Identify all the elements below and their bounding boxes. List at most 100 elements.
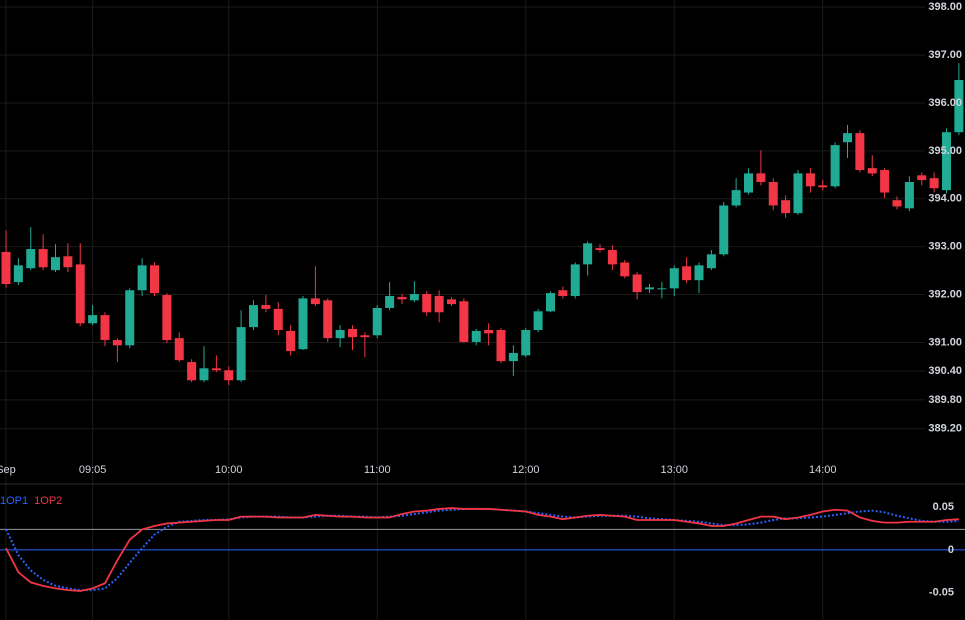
candle-body [620, 262, 630, 277]
candle-body [855, 133, 865, 171]
candle-body [385, 295, 395, 308]
candle-body [657, 288, 667, 290]
y-tick-label: 389.20 [928, 423, 962, 435]
candle-body [917, 175, 927, 181]
legend-entry: 1OP2 [34, 495, 62, 507]
y-tick-label: 392.00 [928, 288, 962, 300]
x-tick-label: 11:00 [364, 464, 391, 476]
candle-body [768, 182, 778, 206]
candle-body [546, 293, 555, 312]
x-tick-label: 13:00 [660, 464, 688, 476]
candle-body [38, 249, 48, 268]
candle-body [880, 170, 890, 193]
candle-body [533, 311, 543, 330]
candle-body [397, 296, 407, 300]
candle-body [496, 329, 506, 362]
candle-body [570, 264, 580, 296]
candle-body [892, 200, 902, 207]
candle-body [211, 368, 221, 371]
candle-body [360, 335, 370, 338]
candle-body [249, 305, 258, 328]
candle-body [942, 132, 951, 191]
x-tick-label: Sep [0, 464, 16, 476]
candle-body [298, 298, 308, 350]
y-tick-label: 391.00 [928, 336, 962, 348]
candle-body [348, 329, 357, 338]
candle-body [26, 249, 36, 269]
candle-body [459, 301, 469, 342]
candle-body [805, 173, 815, 187]
candle-body [63, 256, 73, 268]
x-tick-label: 12:00 [512, 464, 540, 476]
candle-body [508, 352, 518, 362]
candle-body [187, 362, 197, 381]
candle-body [781, 200, 791, 214]
candle-body [261, 305, 271, 309]
candle-body [1, 251, 11, 285]
candle-body [583, 243, 593, 265]
y-tick-label: 389.80 [928, 394, 962, 406]
candle-body [744, 173, 753, 193]
candle-body [422, 294, 432, 313]
candle-body [75, 264, 85, 324]
candle-body [174, 338, 184, 361]
candle-body [484, 329, 494, 334]
candle-body [286, 330, 296, 352]
candle-body [929, 178, 939, 189]
candle-body [434, 295, 444, 313]
candle-body [904, 182, 914, 209]
candle-body [224, 370, 234, 381]
candle-body [88, 315, 98, 324]
candle-body [150, 265, 159, 294]
y-tick-label: 397.00 [928, 49, 962, 61]
candle-body [558, 290, 568, 296]
candle-body [125, 290, 135, 346]
candle-body [236, 327, 246, 381]
candle-body [409, 294, 419, 301]
candle-body [335, 329, 345, 339]
x-tick-label: 14:00 [809, 464, 837, 476]
candle-body [471, 330, 481, 342]
candle-body [100, 315, 110, 341]
candle-body [51, 257, 60, 271]
y-tick-label: 396.00 [928, 97, 962, 109]
candle-body [669, 268, 679, 289]
candle-body [607, 250, 617, 265]
y-tick-label: 394.00 [928, 193, 962, 205]
x-tick-label: 10:00 [215, 464, 243, 476]
legend-entry: 1OP1 [0, 495, 28, 507]
y-tick-label: 0 [948, 544, 954, 556]
candle-body [867, 168, 877, 174]
y-tick-label: 393.00 [928, 241, 962, 253]
candle-body [137, 265, 147, 291]
candle-body [199, 368, 209, 381]
y-tick-label: 0.05 [933, 501, 954, 513]
y-tick-label: 395.00 [928, 145, 962, 157]
candle-body [818, 185, 828, 188]
candle-body [595, 248, 605, 251]
candle-body [793, 173, 803, 214]
candle-body [719, 205, 729, 255]
candle-body [645, 287, 654, 290]
y-tick-label: 390.40 [928, 365, 962, 377]
candle-body [447, 299, 456, 305]
candle-body [731, 190, 741, 206]
candle-body [13, 265, 23, 283]
candle-body [310, 298, 320, 305]
candle-body [273, 308, 283, 330]
candle-body [372, 307, 382, 336]
candle-body [521, 329, 531, 356]
candle-body [756, 173, 766, 182]
y-tick-label: -0.05 [929, 587, 954, 599]
candle-body [112, 340, 122, 346]
x-tick-label: 09:05 [79, 464, 107, 476]
indicator-line [5, 507, 959, 592]
candle-body [954, 79, 964, 133]
candle-body [830, 145, 840, 187]
candle-body [682, 266, 692, 281]
candle-body [162, 295, 172, 341]
candle-body [706, 254, 716, 269]
candle-body [843, 133, 852, 143]
candle-body [323, 300, 333, 339]
